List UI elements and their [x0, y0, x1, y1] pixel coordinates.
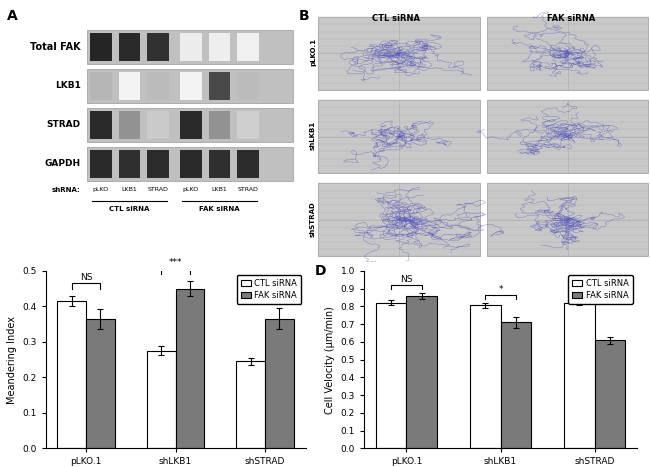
Bar — [90, 150, 112, 178]
Bar — [487, 184, 648, 256]
Text: ***: *** — [169, 258, 182, 267]
Bar — [209, 111, 230, 139]
Bar — [119, 71, 140, 99]
Bar — [209, 150, 230, 178]
Bar — [237, 33, 259, 61]
Bar — [237, 71, 259, 99]
Text: FAK siRNA: FAK siRNA — [547, 14, 595, 23]
Y-axis label: Cell Velocity (μm/min): Cell Velocity (μm/min) — [325, 306, 335, 413]
Text: *: * — [263, 285, 267, 294]
Bar — [318, 17, 480, 90]
Bar — [148, 150, 169, 178]
Bar — [487, 17, 648, 90]
Bar — [180, 111, 202, 139]
Bar — [148, 33, 169, 61]
Bar — [318, 184, 480, 256]
Bar — [265, 319, 294, 448]
Text: LKB1: LKB1 — [122, 187, 137, 192]
Bar — [180, 150, 202, 178]
Bar — [176, 289, 204, 448]
Bar — [148, 111, 169, 139]
Text: shRNA:: shRNA: — [52, 187, 81, 193]
Bar — [90, 71, 112, 99]
Text: CTL siRNA: CTL siRNA — [372, 14, 419, 23]
Bar — [90, 111, 112, 139]
Bar — [406, 296, 437, 448]
Y-axis label: Meandering Index: Meandering Index — [6, 316, 16, 403]
Bar — [318, 100, 480, 173]
Text: NS: NS — [400, 275, 413, 284]
Text: shSTRAD: shSTRAD — [310, 201, 316, 236]
Text: *: * — [499, 285, 502, 294]
Bar — [237, 111, 259, 139]
Bar — [180, 71, 202, 99]
Legend: CTL siRNA, FAK siRNA: CTL siRNA, FAK siRNA — [237, 275, 302, 304]
Bar — [86, 108, 292, 142]
Text: LKB1: LKB1 — [212, 187, 227, 192]
Text: B: B — [299, 9, 309, 23]
Bar — [237, 361, 265, 448]
Text: Total FAK: Total FAK — [31, 42, 81, 51]
Bar — [471, 305, 500, 448]
Bar — [119, 111, 140, 139]
Text: CTL siRNA: CTL siRNA — [109, 206, 150, 212]
Bar — [86, 29, 292, 64]
Bar — [119, 33, 140, 61]
Text: pLKO: pLKO — [183, 187, 199, 192]
Bar — [376, 303, 406, 448]
Legend: CTL siRNA, FAK siRNA: CTL siRNA, FAK siRNA — [568, 275, 633, 304]
Bar — [57, 301, 86, 448]
Text: pLKO.1: pLKO.1 — [310, 38, 316, 66]
Bar — [500, 322, 530, 448]
Bar — [564, 303, 595, 448]
Text: shLKB1: shLKB1 — [310, 121, 316, 150]
Text: STRAD: STRAD — [148, 187, 168, 192]
Bar — [119, 150, 140, 178]
Bar — [148, 71, 169, 99]
Text: NS: NS — [80, 273, 92, 282]
Text: D: D — [315, 264, 326, 278]
Text: STRAD: STRAD — [238, 187, 259, 192]
Text: LKB1: LKB1 — [55, 81, 81, 90]
Text: FAK siRNA: FAK siRNA — [200, 206, 240, 212]
Text: A: A — [6, 9, 18, 23]
Text: **: ** — [590, 282, 599, 291]
Bar — [86, 69, 292, 103]
Bar — [180, 33, 202, 61]
Text: pLKO: pLKO — [93, 187, 109, 192]
Bar — [209, 33, 230, 61]
Bar — [90, 33, 112, 61]
Text: STRAD: STRAD — [47, 120, 81, 129]
Bar — [147, 351, 176, 448]
Bar — [595, 340, 625, 448]
Bar — [86, 319, 114, 448]
Bar — [237, 150, 259, 178]
Bar — [86, 147, 292, 181]
Bar — [487, 100, 648, 173]
Bar — [209, 71, 230, 99]
Text: GAPDH: GAPDH — [45, 159, 81, 168]
